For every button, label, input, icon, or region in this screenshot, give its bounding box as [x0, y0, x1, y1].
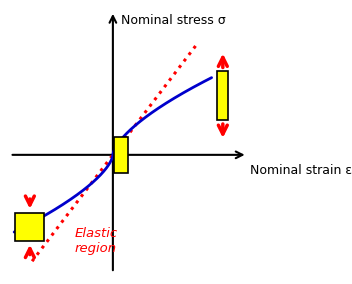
Text: Nominal strain ε: Nominal strain ε: [250, 164, 352, 177]
Text: Nominal stress σ: Nominal stress σ: [121, 14, 226, 26]
Bar: [15, 213, 44, 241]
Text: Elastic
region: Elastic region: [75, 227, 118, 255]
Bar: [217, 71, 228, 120]
Bar: [114, 137, 128, 173]
